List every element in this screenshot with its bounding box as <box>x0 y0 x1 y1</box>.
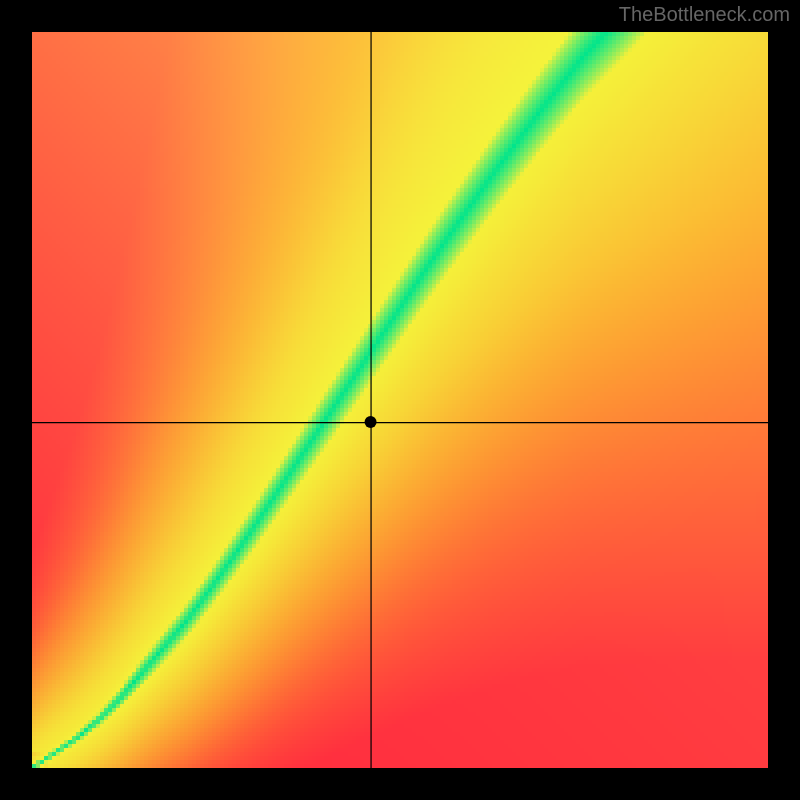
crosshair-overlay <box>32 32 768 768</box>
heatmap-plot <box>32 32 768 768</box>
root: TheBottleneck.com <box>0 0 800 800</box>
watermark-text: TheBottleneck.com <box>619 4 790 27</box>
